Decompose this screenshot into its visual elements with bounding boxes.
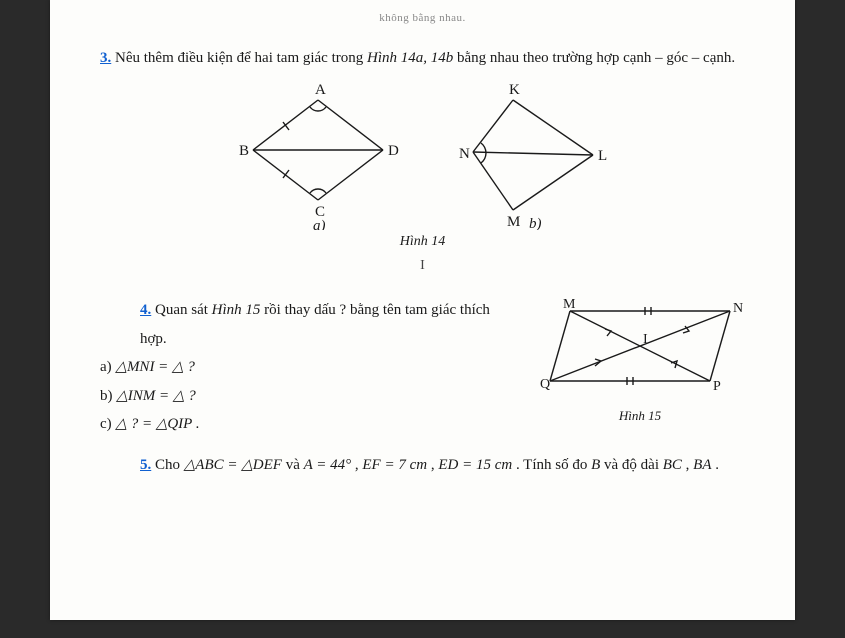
label-K: K xyxy=(509,82,520,98)
label-M2: M xyxy=(563,297,576,312)
label-Q2: Q xyxy=(540,377,550,392)
label-I2: I xyxy=(643,332,648,347)
text-cursor: I xyxy=(100,258,745,274)
problem-4b-label: b) xyxy=(100,388,116,404)
problem-3-text-a: Nêu thêm điều kiện để hai tam giác trong xyxy=(115,50,367,66)
figure-15-caption: Hình 15 xyxy=(535,408,745,424)
p5-expr2: A = 44° xyxy=(304,457,352,473)
problem-4c-label: c) xyxy=(100,416,115,432)
problem-4a-expr: △MNI = △ ? xyxy=(115,359,194,375)
label-M: M xyxy=(507,214,520,230)
figure-14a-label: a) xyxy=(313,218,326,230)
label-P2: P xyxy=(713,379,721,394)
p5-text-c: . Tính số đo xyxy=(516,457,591,473)
figure-14b-label: b) xyxy=(529,216,542,230)
problem-3-text-b: bằng nhau theo trường hợp cạnh – góc – c… xyxy=(457,50,735,66)
p5-expr5: B xyxy=(591,457,600,473)
problem-3: 3. Nêu thêm điều kiện để hai tam giác tr… xyxy=(100,46,745,70)
problem-4a-label: a) xyxy=(100,359,115,375)
figure-14b: K N L M b) xyxy=(433,80,613,230)
problem-5-number: 5. xyxy=(140,457,151,473)
p5-text-b: và xyxy=(286,457,304,473)
document-page: không bằng nhau. 3. Nêu thêm điều kiện đ… xyxy=(50,0,795,620)
label-L: L xyxy=(598,148,607,164)
problem-4-number: 4. xyxy=(140,302,151,318)
p5-end: . xyxy=(715,457,719,473)
p5-expr6: BC xyxy=(663,457,682,473)
label-N2: N xyxy=(733,301,743,316)
figure-14-row: A B D C a) K N L xyxy=(100,80,745,230)
figure-15-container: M N Q P I Hình 15 xyxy=(535,296,745,439)
figure-14-caption: Hình 14 xyxy=(100,234,745,250)
figure-14a: A B D C a) xyxy=(233,80,403,230)
p5-expr4: ED = 15 cm xyxy=(438,457,512,473)
figure-15: M N Q P I xyxy=(535,296,745,401)
problem-4-hinh-ref: Hình 15 xyxy=(212,302,261,318)
problem-4-intro-a: Quan sát xyxy=(155,302,212,318)
p5-text-d: và độ dài xyxy=(604,457,663,473)
label-D: D xyxy=(388,143,399,159)
p5-text-a: Cho xyxy=(155,457,184,473)
problem-4c-expr: △ ? = △QIP . xyxy=(115,416,199,432)
header-fragment: không bằng nhau. xyxy=(100,12,745,24)
label-N: N xyxy=(459,146,470,162)
p5-expr7: BA xyxy=(693,457,711,473)
p5-expr3: EF = 7 cm xyxy=(362,457,427,473)
problem-4-text: 4. Quan sát Hình 15 rồi thay dấu ? bằng … xyxy=(100,296,505,439)
problem-3-number: 3. xyxy=(100,50,111,66)
problem-3-hinh-ref: Hình 14a, 14b xyxy=(367,50,453,66)
problem-4b-expr: △INM = △ ? xyxy=(116,388,195,404)
p5-expr1: △ABC = △DEF xyxy=(184,457,282,473)
problem-4: 4. Quan sát Hình 15 rồi thay dấu ? bằng … xyxy=(100,296,745,439)
label-B: B xyxy=(239,143,249,159)
label-A: A xyxy=(315,82,326,98)
problem-5: 5. Cho △ABC = △DEF và A = 44° , EF = 7 c… xyxy=(140,453,745,477)
